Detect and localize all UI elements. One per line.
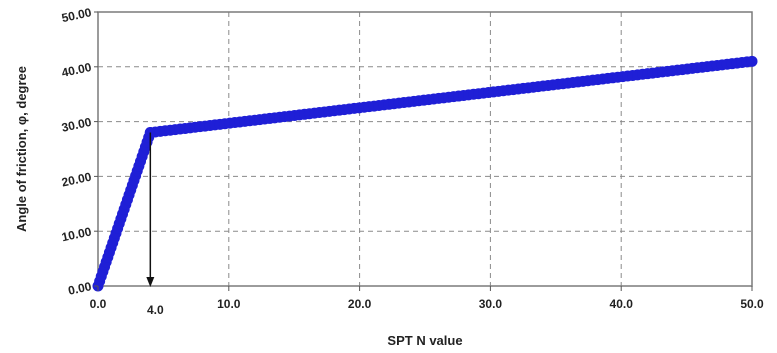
- grid: [98, 12, 752, 286]
- x-tick-label: 20.0: [348, 297, 372, 311]
- x-tick-label: 50.0: [740, 297, 764, 311]
- x-axis-title: SPT N value: [387, 333, 462, 348]
- y-tick-label: 20.00: [60, 170, 93, 190]
- series-layer: [92, 55, 758, 292]
- y-tick-label: 50.00: [60, 5, 93, 25]
- y-tick-label: 30.00: [60, 115, 93, 135]
- y-tick-label: 40.00: [60, 60, 93, 80]
- y-tick-label: 10.00: [60, 224, 93, 244]
- data-point: [746, 55, 758, 67]
- plot-frame: [97, 11, 753, 287]
- arrow-label: 4.0: [147, 303, 164, 317]
- x-tick-label: 30.0: [479, 297, 503, 311]
- x-tick-label: 40.0: [610, 297, 634, 311]
- annotation-layer: 4.0: [146, 132, 164, 317]
- y-tick-label: 0.00: [67, 279, 93, 298]
- x-tick-label: 0.0: [90, 297, 107, 311]
- x-tick-label: 10.0: [217, 297, 241, 311]
- tick-labels: 0.0 10.0 20.0 30.0 40.0 50.0 0.00 10.00 20.00 30.…: [60, 5, 764, 311]
- y-axis-title: Angle of friction, φ, degree: [14, 66, 29, 232]
- arrow-head-icon: [146, 277, 155, 287]
